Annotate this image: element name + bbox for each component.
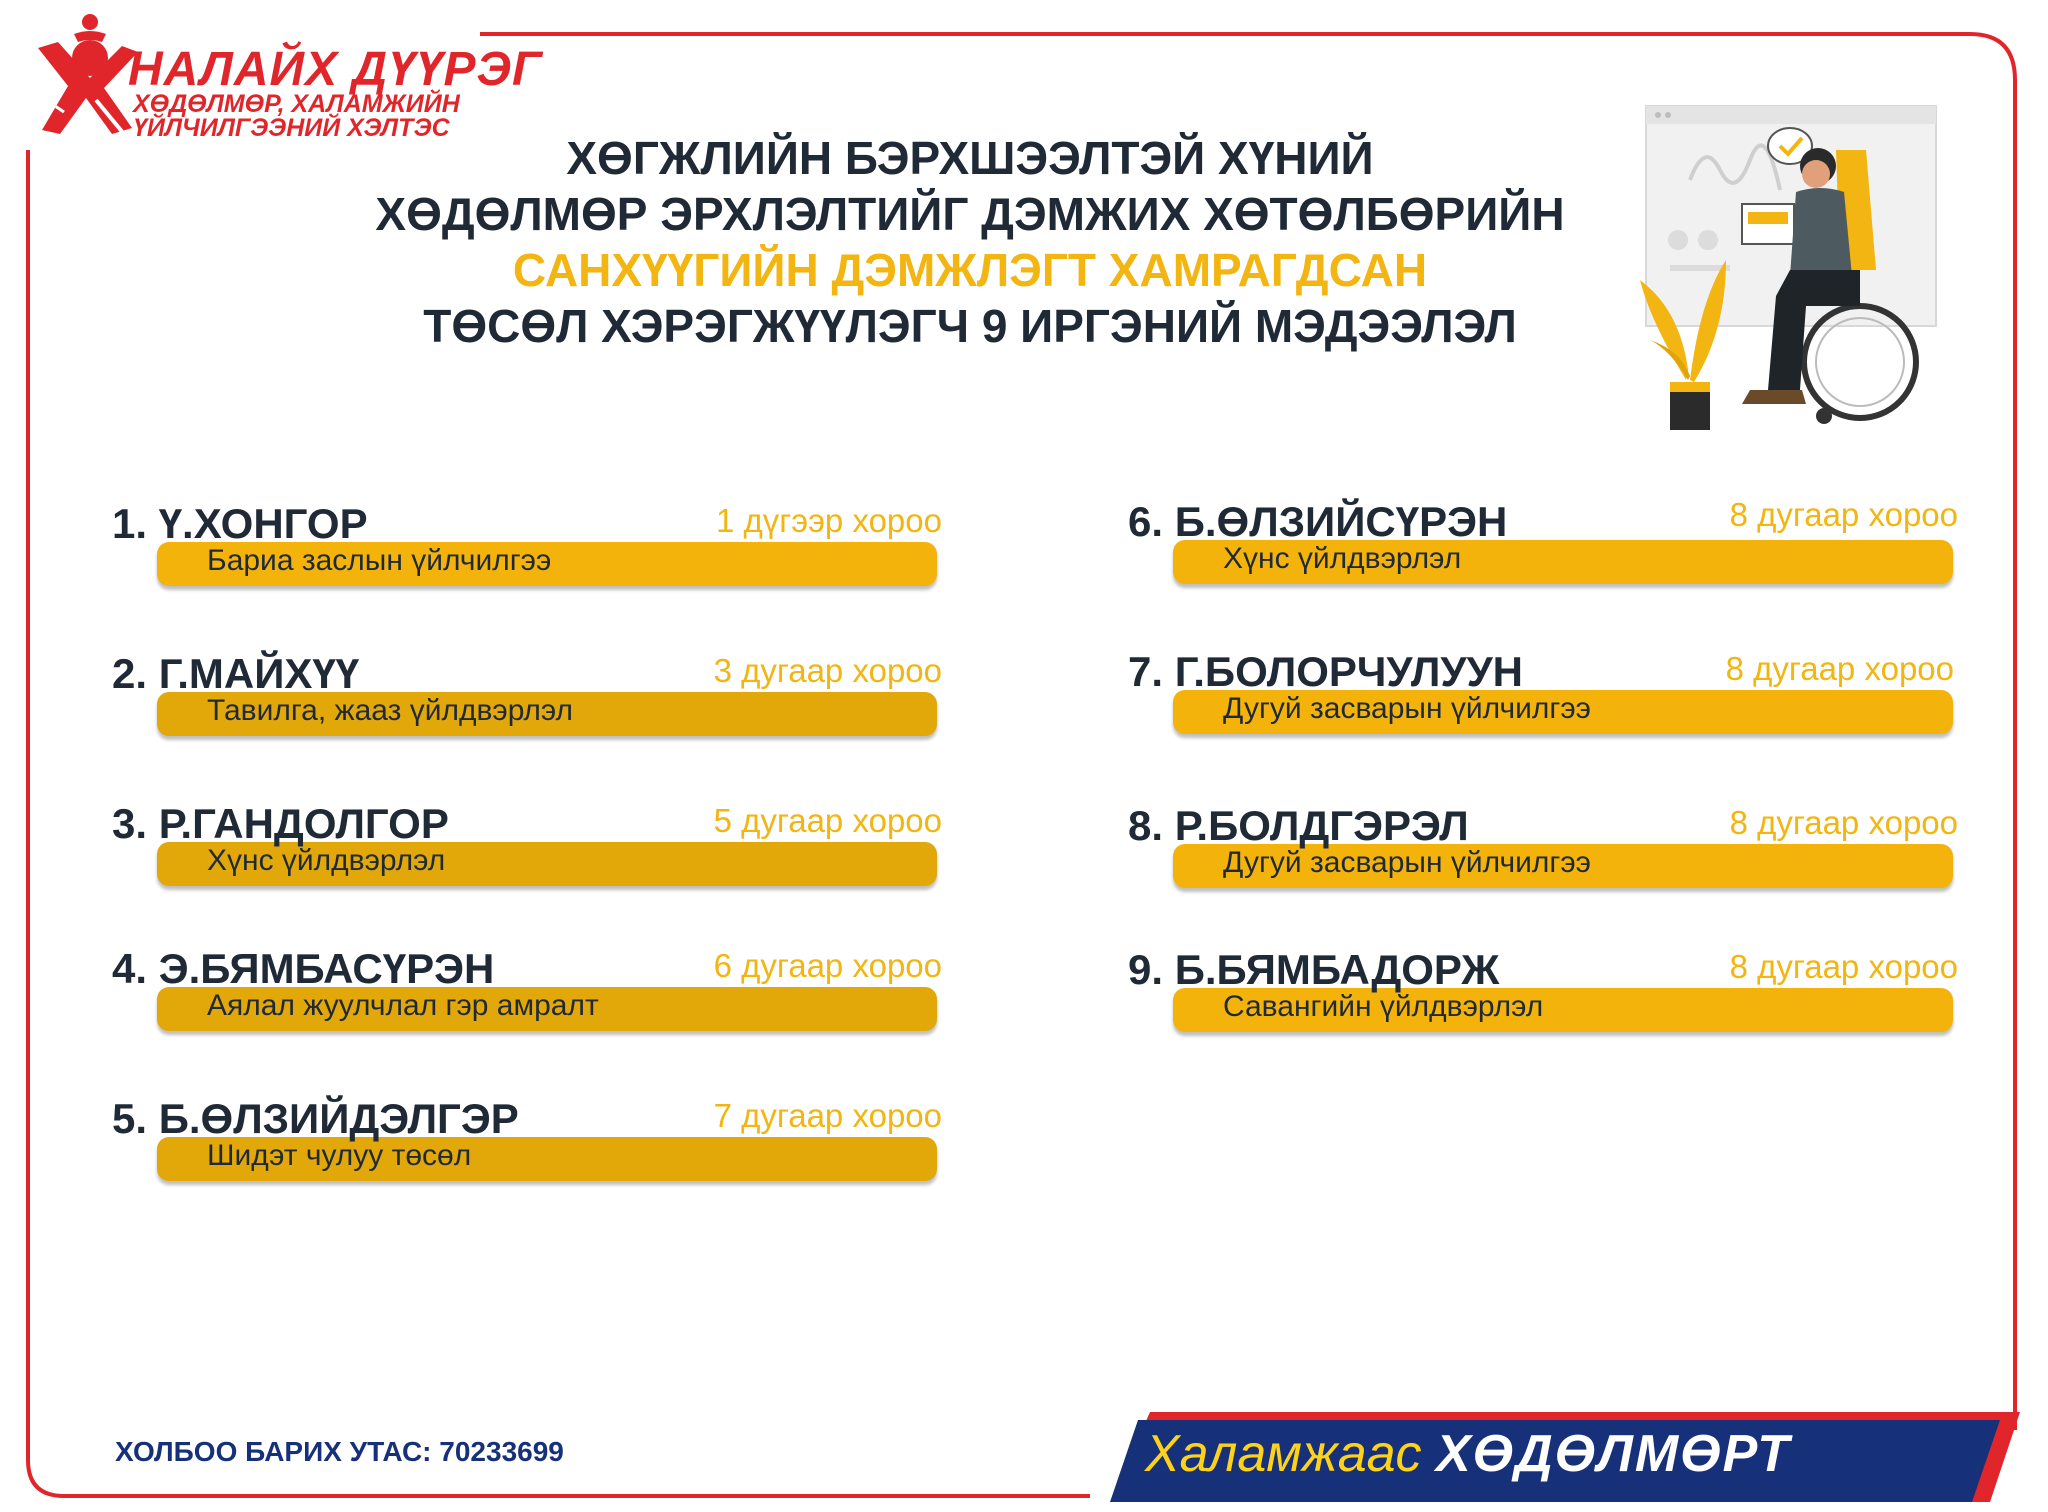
entry-district: 8 дугаар хороо	[1725, 650, 1954, 687]
logo-subtitle-line1: ХӨДӨЛМӨР, ХАЛАМЖИЙН	[133, 90, 460, 118]
entry-description: Хүнс үйлдвэрлэл	[1223, 542, 1462, 575]
heading-line1: ХӨГЖЛИЙН БЭРХШЭЭЛТЭЙ ХҮНИЙ	[566, 132, 1374, 184]
entry-description: Тавилга, жааз үйлдвэрлэл	[207, 694, 574, 727]
entry-name: 6. Б.ӨЛЗИЙСҮРЭН	[1128, 498, 1508, 545]
entry-district: 8 дугаар хороо	[1729, 496, 1958, 533]
logo-emblem-icon	[38, 14, 138, 136]
entry-bar	[1173, 540, 1953, 584]
entry-district: 5 дугаар хороо	[713, 802, 942, 839]
entry-bar	[1173, 690, 1953, 734]
wheelchair-user-illustration	[1640, 105, 1937, 430]
entry-name: 3. Р.ГАНДОЛГОР	[112, 800, 449, 847]
heading-line4: ТӨСӨЛ ХЭРЭГЖҮҮЛЭГЧ 9 ИРГЭНИЙ МЭДЭЭЛЭЛ	[423, 300, 1517, 352]
logo-subtitle-line2: ҮЙЛЧИЛГЭЭНИЙ ХЭЛТЭС	[133, 114, 450, 142]
entry-description: Шидэт чулуу төсөл	[207, 1139, 472, 1172]
heading-line3: САНХҮҮГИЙН ДЭМЖЛЭГТ ХАМРАГДСАН	[512, 244, 1428, 296]
entry-name: 1. Ү.ХОНГОР	[112, 500, 368, 547]
page-heading: ХӨГЖЛИЙН БЭРХШЭЭЛТЭЙ ХҮНИЙ ХӨДӨЛМӨР ЭРХЛ…	[320, 130, 1620, 354]
entry-description: Савангийн үйлдвэрлэл	[1223, 990, 1544, 1023]
entry-bar	[157, 1137, 937, 1181]
entry-bar	[157, 842, 937, 886]
list-item: 3. Р.ГАНДОЛГОР 5 дугаар хороо Хүнс үйлдв…	[112, 800, 942, 890]
entry-name: 5. Б.ӨЛЗИЙДЭЛГЭР	[112, 1095, 519, 1142]
entry-name: 2. Г.МАЙХҮҮ	[112, 650, 360, 697]
entry-name: 9. Б.БЯМБАДОРЖ	[1128, 946, 1500, 993]
entry-description: Хүнс үйлдвэрлэл	[207, 844, 446, 877]
entry-bar	[157, 542, 937, 586]
entry-description: Дугуй засварын үйлчилгээ	[1223, 692, 1591, 725]
entry-bar	[157, 987, 937, 1031]
entry-district: 7 дугаар хороо	[713, 1097, 942, 1134]
slogan: Халамжаас ХӨДӨЛМӨРТ	[1145, 1424, 1791, 1484]
entry-name: 4. Э.БЯМБАСҮРЭН	[112, 945, 495, 992]
logo-title: НАЛАЙХ ДҮҮРЭГ	[128, 43, 543, 96]
entry-description: Дугуй засварын үйлчилгээ	[1223, 846, 1591, 879]
checkmark-icon	[1767, 127, 1813, 165]
entry-bar	[1173, 844, 1953, 888]
entry-district: 8 дугаар хороо	[1729, 804, 1958, 841]
list-item: 7. Г.БОЛОРЧУЛУУН 8 дугаар хороо Дугуй за…	[1128, 648, 1958, 738]
list-item: 4. Э.БЯМБАСҮРЭН 6 дугаар хороо Аялал жуу…	[112, 945, 942, 1035]
plant-illustration	[1640, 260, 1726, 430]
list-item: 2. Г.МАЙХҮҮ 3 дугаар хороо Тавилга, жааз…	[112, 650, 942, 740]
entry-description: Бариа заслын үйлчилгээ	[207, 544, 552, 577]
entry-district: 8 дугаар хороо	[1729, 948, 1958, 985]
slogan-banner	[1110, 1412, 2020, 1502]
list-item: 6. Б.ӨЛЗИЙСҮРЭН 8 дугаар хороо Хүнс үйлд…	[1128, 496, 1958, 588]
slogan-part1: Халамжаас	[1145, 1425, 1422, 1483]
entry-bar	[1173, 988, 1953, 1032]
list-item: 9. Б.БЯМБАДОРЖ 8 дугаар хороо Савангийн …	[1128, 946, 1958, 1036]
list-item: 5. Б.ӨЛЗИЙДЭЛГЭР 7 дугаар хороо Шидэт чу…	[112, 1095, 942, 1185]
contact-phone: ХОЛБОО БАРИХ УТАС: 70233699	[115, 1436, 564, 1467]
list-item: 8. Р.БОЛДГЭРЭЛ 8 дугаар хороо Дугуй засв…	[1128, 802, 1958, 892]
entry-district: 3 дугаар хороо	[713, 652, 942, 689]
entry-district: 1 дүгээр хороо	[715, 502, 942, 539]
entry-name: 8. Р.БОЛДГЭРЭЛ	[1128, 802, 1469, 849]
entry-description: Аялал жуулчлал гэр амралт	[207, 989, 599, 1022]
logo-subtitle: ХӨДӨЛМӨР, ХАЛАМЖИЙН ҮЙЛЧИЛГЭЭНИЙ ХЭЛТЭС	[133, 90, 460, 142]
list-item: 1. Ү.ХОНГОР 1 дүгээр хороо Бариа заслын …	[112, 500, 942, 590]
entry-name: 7. Г.БОЛОРЧУЛУУН	[1128, 648, 1523, 695]
entry-bar	[157, 692, 937, 736]
heading-line2: ХӨДӨЛМӨР ЭРХЛЭЛТИЙГ ДЭМЖИХ ХӨТӨЛБӨРИЙН	[375, 188, 1565, 240]
department-logo: НАЛАЙХ ДҮҮРЭГ ХӨДӨЛМӨР, ХАЛАМЖИЙН ҮЙЛЧИЛ…	[28, 8, 541, 148]
entry-district: 6 дугаар хороо	[713, 947, 942, 984]
slogan-part2: ХӨДӨЛМӨРТ	[1435, 1425, 1792, 1483]
